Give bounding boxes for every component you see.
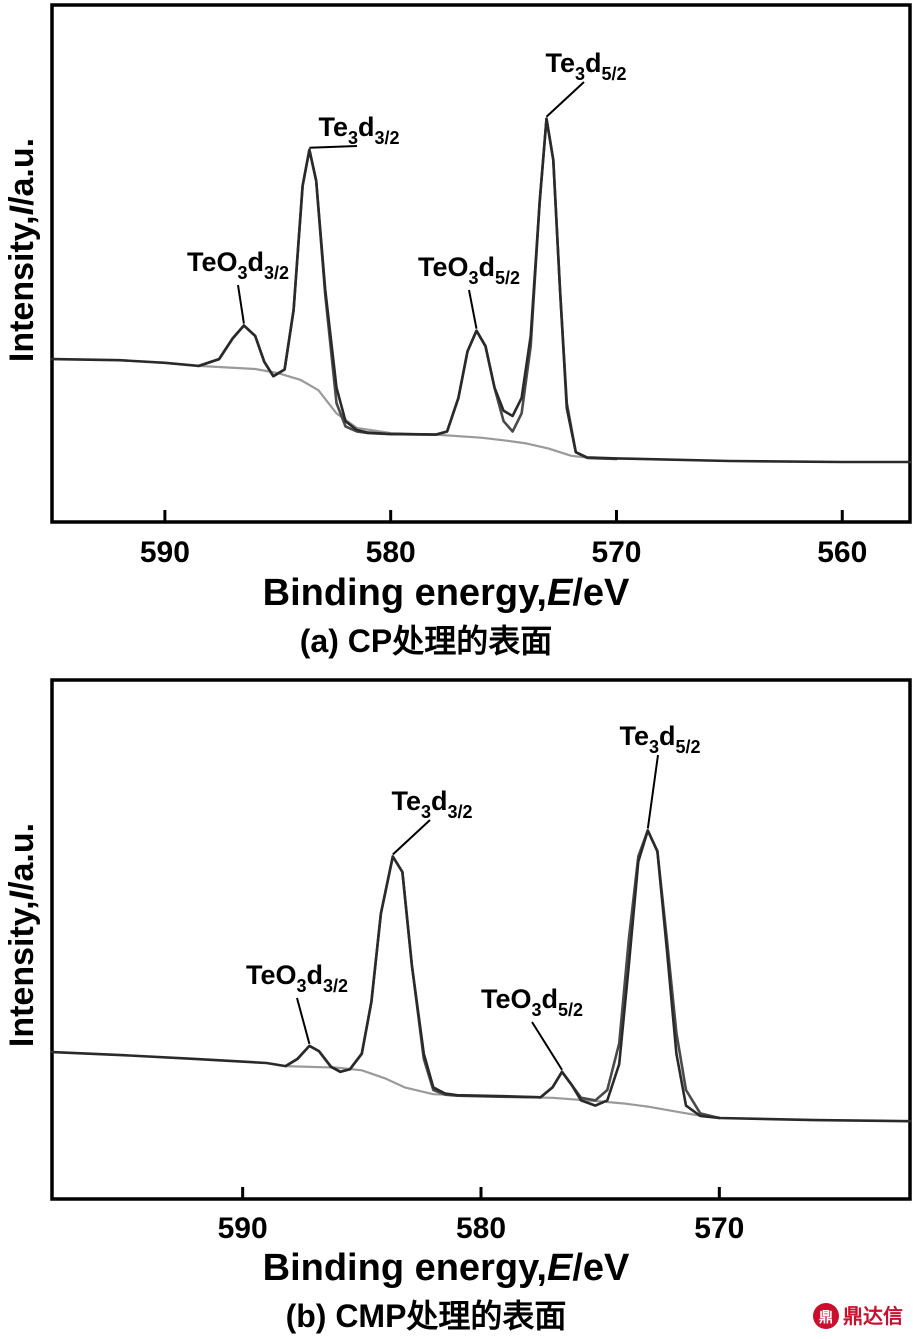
- peak-label: TeO3d5/2: [481, 984, 583, 1020]
- series-measured-line: [50, 829, 912, 1123]
- x-axis-label: Binding energy,E/eV: [263, 572, 630, 614]
- x-axis-label: Binding energy,E/eV: [263, 1247, 630, 1289]
- watermark-logo-icon: [813, 1303, 839, 1329]
- peak-label: TeO3d3/2: [187, 247, 289, 283]
- peak-label: Te3d5/2: [619, 721, 700, 757]
- y-axis-label: Intensity,I/a.u.: [3, 823, 41, 1047]
- x-tick-label: 580: [456, 1212, 506, 1245]
- plot-frame: [50, 678, 912, 1201]
- peak-leader-line: [545, 81, 585, 118]
- peak-leader-line: [237, 284, 245, 324]
- peak-label: Te3d5/2: [545, 48, 626, 84]
- series-fit-line: [284, 829, 721, 1120]
- series-background-line: [197, 364, 618, 460]
- peak-leader-line: [468, 289, 478, 329]
- peak-label: TeO3d3/2: [246, 960, 348, 996]
- series-background-line: [284, 1065, 721, 1119]
- panel-caption: (b) CMP处理的表面: [286, 1298, 567, 1334]
- watermark: 鼎 鼎达信: [813, 1303, 903, 1329]
- x-tick-label: 590: [140, 536, 190, 569]
- plot-frame: [50, 3, 912, 524]
- watermark-logo-glyph: 鼎: [819, 1309, 833, 1326]
- peak-leader-line: [531, 1021, 563, 1071]
- x-tick-label: 580: [366, 536, 416, 569]
- watermark-text: 鼎达信: [843, 1304, 903, 1328]
- peak-leader-line: [296, 997, 311, 1045]
- panel-caption: (a) CP处理的表面: [300, 623, 552, 659]
- x-tick-label: 570: [591, 536, 641, 569]
- x-tick-label: 570: [694, 1212, 744, 1245]
- peak-label: Te3d3/2: [391, 786, 472, 822]
- peak-leader-line: [646, 754, 659, 829]
- peak-leader-line: [309, 145, 358, 149]
- y-axis-label: Intensity,I/a.u.: [3, 138, 41, 362]
- x-tick-label: 560: [817, 536, 867, 569]
- series-measured-line: [50, 117, 912, 464]
- peak-leader-line: [392, 819, 431, 856]
- peak-label: Te3d3/2: [318, 112, 399, 148]
- x-tick-label: 590: [218, 1212, 268, 1245]
- panel-a: 590 580 570 560 TeO3d3/2 Te3d3/2 TeO3d5/2 Te3d5…: [3, 3, 912, 659]
- panel-b: 590 580 570 TeO3d3/2 Te3d3/2 TeO3d5/2 Te3d5/2 B…: [3, 678, 912, 1334]
- peak-label: TeO3d5/2: [418, 252, 520, 288]
